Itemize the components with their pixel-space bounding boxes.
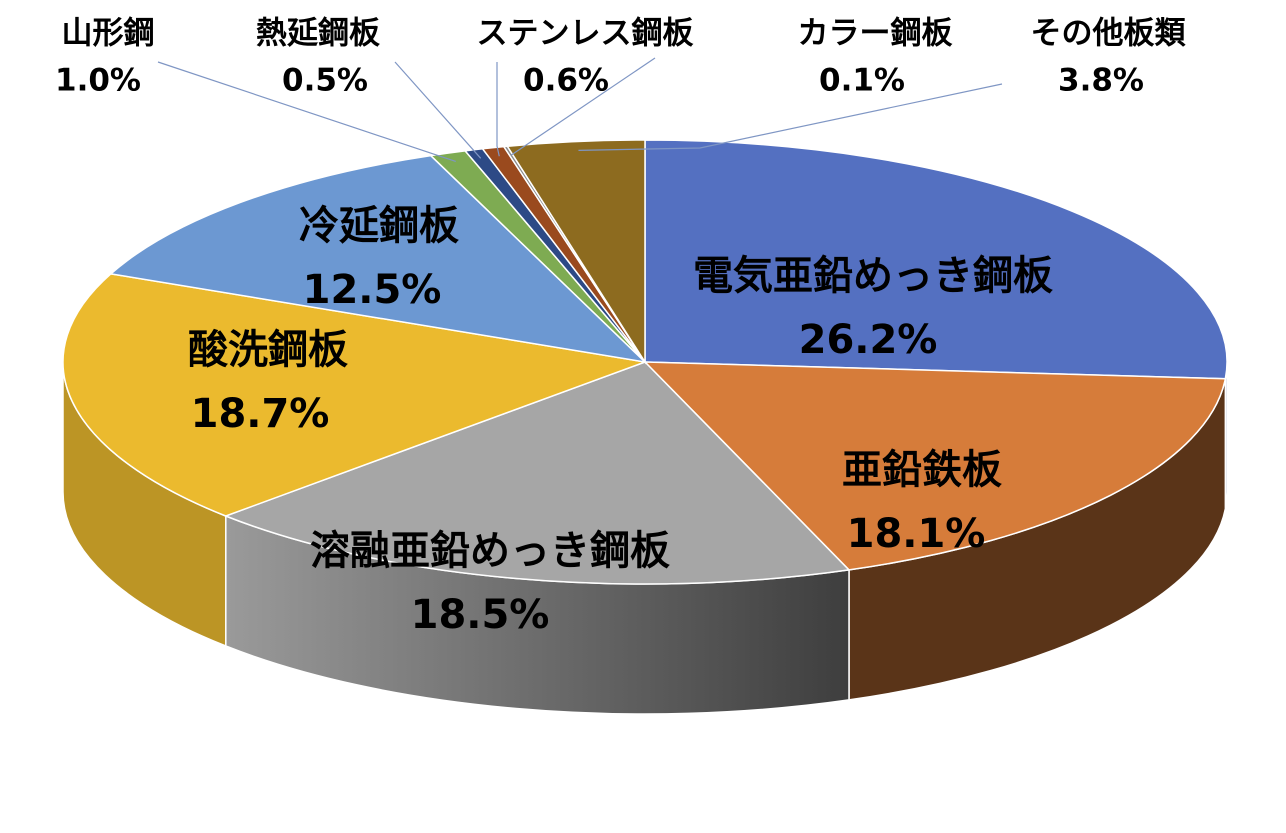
pie-side-walls <box>62 361 1228 715</box>
slice-2-top <box>643 361 1227 571</box>
slice-8-value: 0.6% <box>523 63 609 99</box>
slice-1-label: 電気亜鉛めっき鋼板 <box>693 253 1053 299</box>
slice-3-top <box>223 361 851 585</box>
slice-9-leader-line <box>510 57 656 156</box>
slice-7-label: 熱延鋼板 <box>256 16 380 52</box>
slice-9-value: 0.1% <box>819 63 905 99</box>
slice-4-top <box>62 273 648 517</box>
slice-5-value: 12.5% <box>303 267 442 313</box>
leader-lines <box>157 57 1003 163</box>
slice-5-label: 冷延鋼板 <box>299 203 459 249</box>
slice-4-value: 18.7% <box>191 391 330 437</box>
slice-10-leader-line <box>578 83 1003 151</box>
slice-6-leader-line <box>157 61 456 163</box>
slice-7-value: 0.5% <box>282 63 368 99</box>
slice-7-leader-line <box>394 61 482 159</box>
slice-1-top <box>644 139 1228 380</box>
pie-slices <box>62 139 1228 585</box>
slice-8-label: ステンレス鋼板 <box>477 16 694 52</box>
slice-10-label: その他板類 <box>1031 16 1187 52</box>
slice-10-value: 3.8% <box>1058 63 1144 99</box>
slice-1-value: 26.2% <box>799 317 938 363</box>
slice-2-value: 18.1% <box>847 511 986 557</box>
slice-8-leader-line <box>496 62 500 157</box>
slice-5-top <box>109 154 648 364</box>
slice-3-value: 18.5% <box>411 592 550 638</box>
slice-2-label: 亜鉛鉄板 <box>842 447 1002 493</box>
slice-3-label: 溶融亜鉛めっき鋼板 <box>310 528 670 574</box>
slice-4-label: 酸洗鋼板 <box>188 327 348 373</box>
slice-labels: 電気亜鉛めっき鋼板 26.2% 亜鉛鉄板 18.1% 溶融亜鉛めっき鋼板 18.5% 酸洗鋼… <box>55 16 1186 639</box>
slice-10-top <box>506 139 646 365</box>
slice-6-value: 1.0% <box>55 63 141 99</box>
slice-6-label: 山形鋼 <box>62 16 155 52</box>
slice-9-label: カラー鋼板 <box>798 16 953 52</box>
